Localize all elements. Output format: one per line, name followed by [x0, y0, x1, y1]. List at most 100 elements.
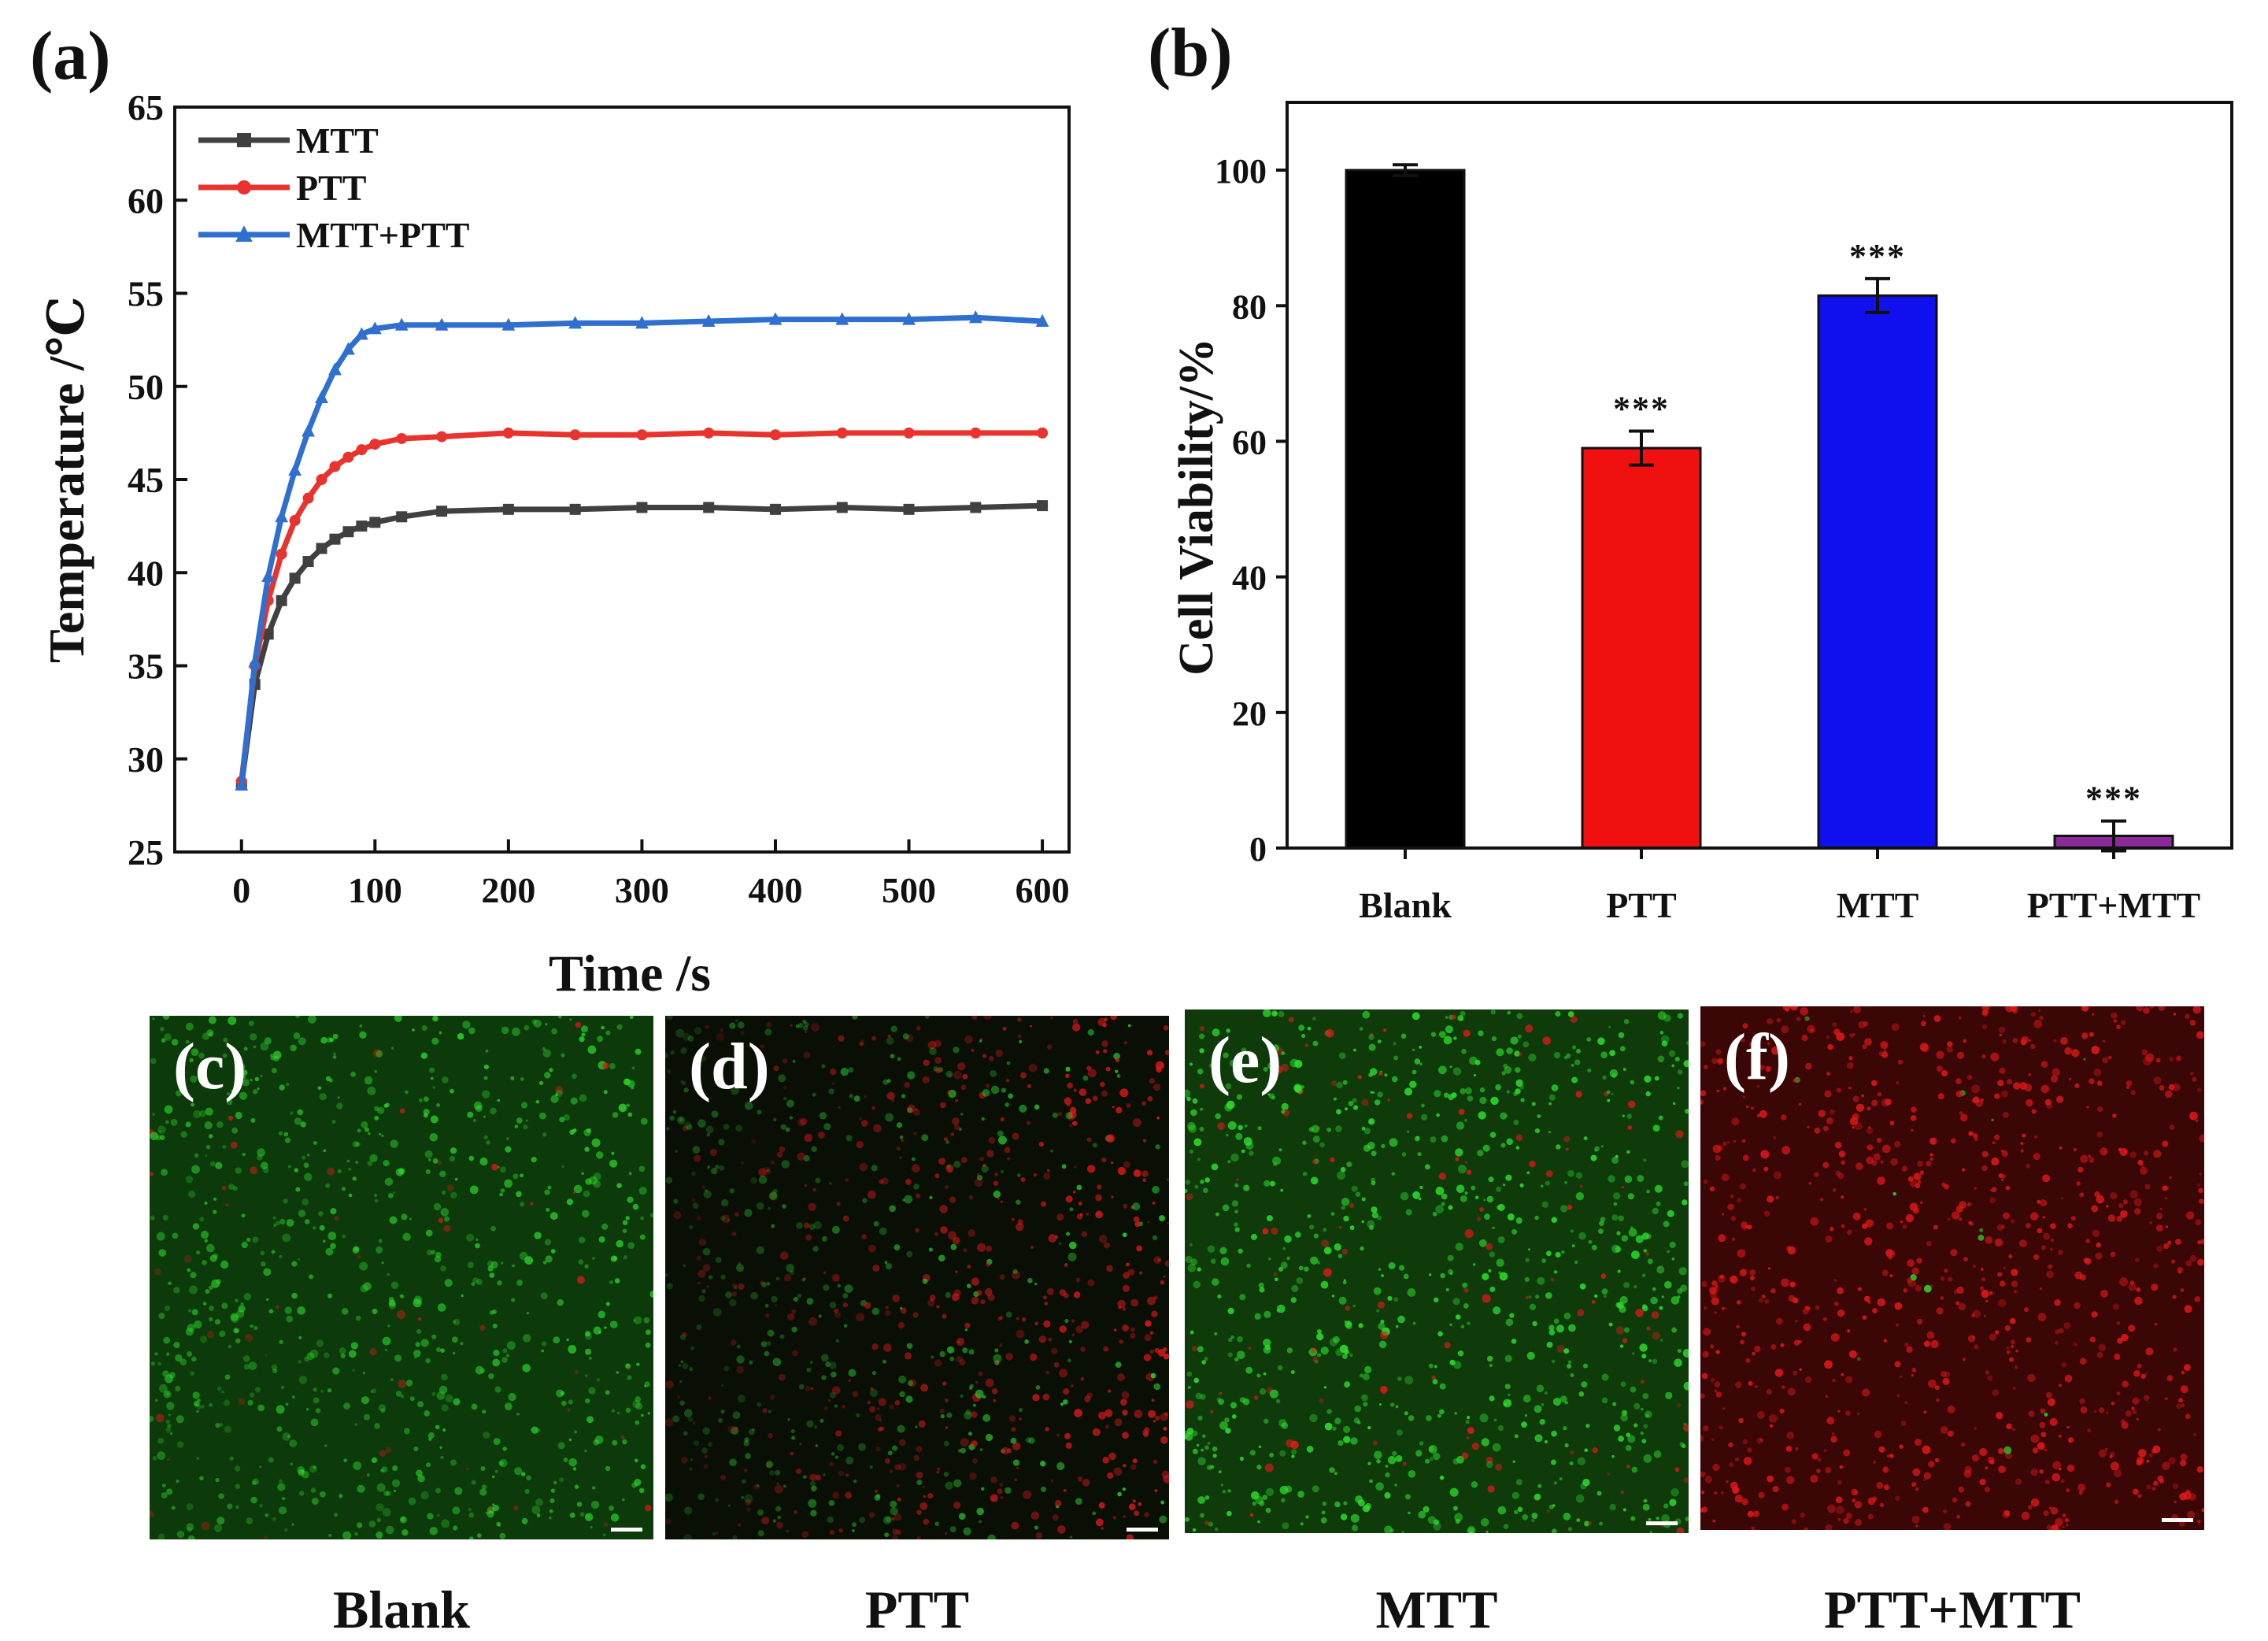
cell-spot [275, 1221, 280, 1226]
cell-spot [1717, 1274, 1726, 1283]
cell-spot [1194, 1184, 1199, 1189]
cell-spot [1326, 1127, 1331, 1132]
cell-spot [1786, 1245, 1792, 1251]
cell-spot [1056, 1461, 1065, 1471]
cell-spot [1464, 1119, 1467, 1122]
cell-spot [332, 1055, 337, 1059]
cell-spot [1612, 1402, 1617, 1406]
cell-spot [1378, 1403, 1382, 1406]
cell-spot [1040, 1461, 1046, 1467]
cell-spot [622, 1220, 628, 1225]
cell-spot [1855, 1103, 1865, 1112]
cell-spot [1743, 1227, 1747, 1231]
cell-spot [1269, 1389, 1278, 1398]
cell-spot [160, 1135, 165, 1140]
cell-spot [953, 1502, 961, 1509]
cell-spot [736, 1365, 744, 1374]
cell-spot [2196, 1466, 2203, 1473]
cell-spot [884, 1532, 890, 1538]
cell-spot [297, 1306, 305, 1315]
cell-spot [2116, 1024, 2121, 1030]
cell-spot [425, 1462, 431, 1468]
cell-spot [1385, 1472, 1390, 1478]
cell-spot [304, 1356, 309, 1362]
cell-spot [912, 1157, 916, 1161]
cell-spot [2153, 1076, 2162, 1085]
cell-spot [1458, 1109, 1465, 1115]
cell-spot [990, 1085, 1000, 1095]
cell-spot [782, 1204, 786, 1209]
cell-spot [438, 1031, 442, 1035]
cell-spot [734, 1018, 739, 1023]
cell-spot [327, 1388, 332, 1393]
cell-spot [2105, 1411, 2109, 1414]
cell-spot [666, 1283, 673, 1290]
cell-spot [986, 1258, 993, 1265]
cell-spot [189, 1285, 198, 1295]
cell-spot [1596, 1491, 1602, 1496]
cell-spot [2040, 1084, 2050, 1094]
cell-spot [1990, 1052, 2000, 1061]
cell-spot [1933, 1224, 1939, 1230]
cell-spot [808, 1473, 816, 1481]
cell-spot [1630, 1386, 1637, 1393]
cell-spot [1495, 1084, 1501, 1091]
cell-spot [1350, 1437, 1358, 1445]
cell-spot [1999, 1026, 2006, 1034]
cell-spot [859, 1162, 868, 1172]
cell-spot [1189, 1243, 1193, 1246]
cell-spot [1012, 1270, 1020, 1280]
cell-spot [574, 1484, 579, 1489]
cell-spot [1700, 1471, 1706, 1477]
cell-spot [1660, 1339, 1663, 1342]
cell-spot [417, 1475, 425, 1483]
cell-spot [431, 1334, 437, 1339]
cell-spot [907, 1071, 916, 1080]
cell-spot [1199, 1127, 1204, 1132]
cell-spot [1237, 1350, 1245, 1360]
cell-spot [923, 1495, 927, 1498]
cell-spot [967, 1284, 971, 1288]
cell-spot [886, 1091, 895, 1100]
cell-spot [760, 1044, 764, 1049]
cell-spot [417, 1401, 424, 1408]
cell-spot [876, 1407, 880, 1410]
cell-spot [987, 1534, 996, 1539]
cell-spot [735, 1124, 743, 1132]
cell-spot [569, 1512, 575, 1518]
cell-spot [780, 1251, 789, 1260]
cell-spot [2116, 1215, 2123, 1222]
cell-spot [431, 1076, 434, 1080]
cell-spot [805, 1386, 811, 1392]
cell-spot [1710, 1377, 1715, 1382]
cell-spot [1312, 1135, 1320, 1143]
cell-spot [778, 1074, 786, 1083]
cell-spot [376, 1503, 384, 1512]
cell-spot [975, 1389, 984, 1398]
cell-spot [679, 1380, 683, 1384]
data-point [316, 474, 327, 485]
cell-spot [968, 1349, 975, 1355]
cell-spot [771, 1224, 775, 1228]
cell-spot [1598, 1228, 1604, 1234]
cell-spot [1572, 1045, 1577, 1050]
cell-spot [1336, 1109, 1341, 1115]
cell-spot [1645, 1413, 1649, 1417]
cell-spot [583, 1191, 590, 1198]
cell-spot [849, 1094, 853, 1098]
cell-spot [313, 1465, 316, 1469]
cell-spot [1928, 1461, 1935, 1468]
cell-spot [1526, 1351, 1535, 1360]
cell-spot [2099, 1407, 2105, 1413]
cell-spot [1263, 1372, 1267, 1376]
cell-spot [1474, 1195, 1479, 1200]
cell-spot [1360, 1373, 1363, 1378]
cell-spot [757, 1402, 762, 1407]
cell-spot [981, 1487, 985, 1491]
cell-spot [1810, 1474, 1818, 1483]
cell-spot [1467, 1321, 1471, 1326]
cell-spot [782, 1058, 788, 1064]
cell-spot [1994, 1330, 2000, 1335]
cell-spot [471, 1282, 475, 1287]
cell-spot [1921, 1043, 1929, 1053]
